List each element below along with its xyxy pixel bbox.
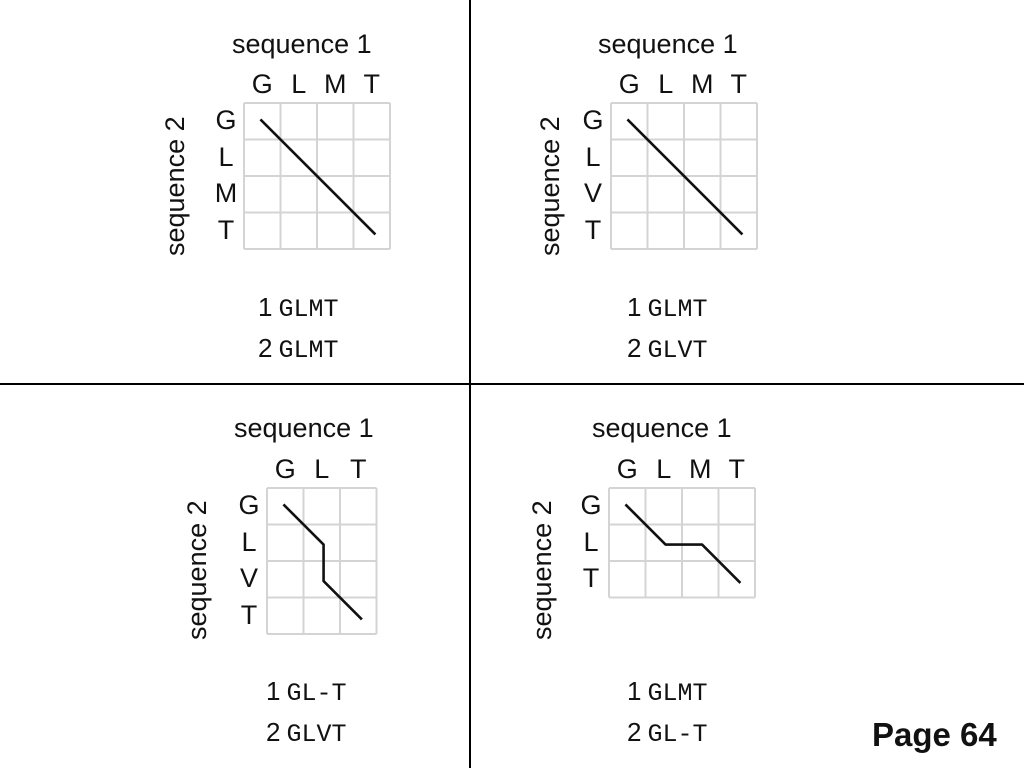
row-label: G [582, 105, 604, 136]
row-label: G [580, 490, 602, 521]
column-label: T [728, 454, 746, 484]
row-label: L [583, 526, 599, 557]
row-label: T [582, 563, 600, 594]
sequence-2-label: sequence 2 [160, 116, 190, 256]
row-label: G [238, 490, 260, 521]
row-label: G [215, 105, 237, 136]
alignment-row-2: 2 GL-T [627, 713, 707, 754]
alignment-row-1: 1 GL-T [266, 672, 346, 713]
column-label: M [689, 454, 712, 484]
alignment-index: 1 [258, 292, 273, 322]
alignment-sequence: GL-T [286, 679, 347, 708]
column-label: M [324, 69, 347, 99]
column-label: L [656, 454, 672, 484]
dotplot-grid [243, 102, 391, 250]
sequence-1-label: sequence 1 [598, 29, 738, 59]
alignment-path [624, 503, 742, 584]
column-label: M [691, 69, 714, 99]
alignment-index: 1 [627, 292, 642, 322]
row-label: L [241, 526, 257, 557]
column-label: G [274, 454, 296, 484]
alignment-sequence: GLMT [278, 336, 339, 365]
dotplot-grid [608, 487, 756, 599]
alignment-path [626, 118, 744, 236]
row-label: T [217, 214, 235, 245]
alignment-path [282, 503, 363, 621]
dotplot-svg [608, 487, 756, 599]
alignment-block: 1 GLMT 2 GLVT [627, 288, 707, 370]
alignment-sequence: GL-T [647, 720, 708, 749]
alignment-block: 1 GLMT 2 GLMT [258, 288, 338, 370]
alignment-block: 1 GLMT 2 GL-T [627, 672, 707, 754]
column-label: G [251, 69, 273, 99]
alignment-row-2: 2 GLVT [627, 329, 707, 370]
alignment-index: 1 [266, 676, 281, 706]
sequence-2-label: sequence 2 [527, 500, 557, 640]
row-label: M [214, 178, 238, 209]
alignment-index: 2 [258, 333, 273, 363]
column-label: L [658, 69, 674, 99]
column-label: T [363, 69, 381, 99]
alignment-index: 2 [627, 333, 642, 363]
alignment-row-2: 2 GLMT [258, 329, 338, 370]
column-label: L [291, 69, 307, 99]
dotplot-grid [266, 487, 378, 635]
sequence-2-label: sequence 2 [535, 116, 565, 256]
alignment-sequence: GLVT [647, 336, 708, 365]
alignment-row-1: 1 GLMT [258, 288, 338, 329]
sequence-2-label: sequence 2 [182, 500, 212, 640]
alignment-row-1: 1 GLMT [627, 672, 707, 713]
dotplot-grid [610, 102, 758, 250]
alignment-index: 2 [627, 717, 642, 747]
column-label: T [730, 69, 748, 99]
alignment-path [259, 118, 377, 236]
row-label: T [584, 214, 602, 245]
row-label: L [218, 141, 234, 172]
alignment-row-1: 1 GLMT [627, 288, 707, 329]
alignment-sequence: GLMT [278, 295, 339, 324]
alignment-sequence: GLVT [286, 720, 347, 749]
dotplot-svg [243, 102, 391, 250]
column-label: G [616, 454, 638, 484]
column-label: L [314, 454, 330, 484]
dotplot-svg [266, 487, 378, 635]
row-label: T [240, 599, 258, 630]
sequence-1-label: sequence 1 [232, 29, 372, 59]
column-label: T [350, 454, 367, 484]
sequence-1-label: sequence 1 [592, 413, 732, 443]
row-label: L [585, 141, 601, 172]
column-label: G [618, 69, 640, 99]
alignment-sequence: GLMT [647, 295, 708, 324]
row-label: V [239, 563, 258, 594]
alignment-block: 1 GL-T 2 GLVT [266, 672, 346, 754]
sequence-1-label: sequence 1 [234, 413, 374, 443]
page-number: Page 64 [872, 716, 997, 753]
alignment-index: 1 [627, 676, 642, 706]
alignment-row-2: 2 GLVT [266, 713, 346, 754]
alignment-sequence: GLMT [647, 679, 708, 708]
row-label: V [583, 178, 602, 209]
alignment-index: 2 [266, 717, 281, 747]
dotplot-svg [610, 102, 758, 250]
horizontal-divider [0, 383, 1024, 385]
